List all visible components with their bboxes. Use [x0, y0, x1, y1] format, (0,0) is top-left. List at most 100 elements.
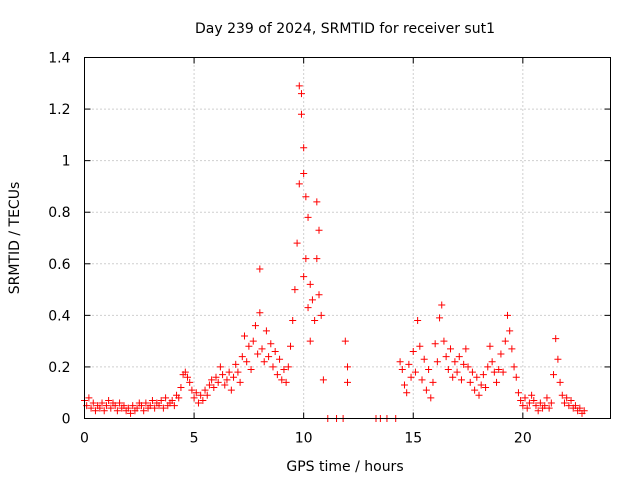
data-point	[295, 180, 303, 188]
data-point	[490, 368, 498, 376]
data-point	[471, 386, 479, 394]
y-tick-label: 0	[62, 412, 71, 428]
data-point	[227, 386, 235, 394]
data-point	[425, 366, 433, 374]
data-point	[155, 402, 163, 410]
y-tick-label: 0.4	[48, 308, 70, 324]
data-point	[519, 402, 527, 410]
data-point	[453, 368, 461, 376]
data-point	[317, 311, 325, 319]
data-point	[506, 327, 514, 335]
data-point	[510, 363, 518, 371]
data-point	[100, 407, 108, 415]
data-point	[436, 314, 444, 322]
x-tick-label: 20	[514, 431, 532, 447]
data-point	[501, 337, 509, 345]
data-point	[142, 399, 150, 407]
y-tick-label: 0.2	[48, 360, 70, 376]
data-point	[442, 353, 450, 361]
data-point	[409, 347, 417, 355]
data-point	[271, 347, 279, 355]
data-point	[87, 404, 95, 412]
data-point	[449, 373, 457, 381]
data-point	[302, 193, 310, 201]
data-point	[411, 368, 419, 376]
data-point	[249, 337, 257, 345]
data-point	[170, 402, 178, 410]
data-point	[129, 402, 137, 410]
y-axis-label: SRMTID / TECUs	[7, 182, 23, 295]
x-tick-label: 5	[190, 431, 199, 447]
data-point	[512, 373, 520, 381]
data-point	[276, 355, 284, 363]
data-point	[440, 337, 448, 345]
data-point	[427, 394, 435, 402]
data-point	[475, 391, 483, 399]
data-point	[414, 317, 422, 325]
data-point	[236, 378, 244, 386]
data-point	[543, 394, 551, 402]
data-point	[554, 355, 562, 363]
data-point	[238, 353, 246, 361]
data-point	[197, 391, 205, 399]
data-point	[184, 373, 192, 381]
x-tick-label: 0	[80, 431, 89, 447]
tick-labels: 0 5 10 15 20 0 0.2 0.4 0.6 0.8 1 1.2 1.4	[48, 51, 532, 447]
x-tick-label: 10	[295, 431, 313, 447]
data-point	[460, 360, 468, 368]
data-point	[398, 366, 406, 374]
data-point	[232, 360, 240, 368]
data-point	[203, 391, 211, 399]
data-point	[216, 363, 224, 371]
data-point	[278, 376, 286, 384]
data-point	[151, 404, 159, 412]
data-point	[159, 404, 167, 412]
data-point	[488, 358, 496, 366]
data-point	[262, 327, 270, 335]
data-point	[556, 378, 564, 386]
data-point	[201, 386, 209, 394]
data-point	[530, 396, 538, 404]
data-point	[563, 394, 571, 402]
data-point	[545, 404, 553, 412]
grid-lines	[84, 57, 611, 419]
data-point	[289, 317, 297, 325]
data-point	[302, 255, 310, 263]
data-point	[468, 368, 476, 376]
data-point	[111, 402, 119, 410]
data-point	[186, 378, 194, 386]
data-point	[284, 363, 292, 371]
data-point	[405, 360, 413, 368]
data-point	[300, 170, 308, 178]
data-point	[116, 399, 124, 407]
data-point	[304, 304, 312, 312]
data-point	[341, 337, 349, 345]
data-point	[311, 317, 319, 325]
data-point	[113, 407, 121, 415]
data-point	[528, 391, 536, 399]
data-point	[240, 332, 248, 340]
data-point	[444, 366, 452, 374]
data-point	[403, 389, 411, 397]
data-point	[313, 198, 321, 206]
data-point	[550, 371, 558, 379]
data-point	[140, 407, 148, 415]
data-point	[210, 384, 218, 392]
data-point	[304, 213, 312, 221]
data-point	[190, 394, 198, 402]
data-point	[571, 402, 579, 410]
data-point	[107, 404, 115, 412]
data-point	[168, 396, 176, 404]
data-point	[486, 342, 494, 350]
data-point	[464, 363, 472, 371]
data-point	[146, 402, 154, 410]
data-point	[552, 335, 560, 343]
data-point	[225, 368, 233, 376]
data-point	[477, 381, 485, 389]
data-point	[177, 384, 185, 392]
x-axis-label: GPS time / hours	[286, 459, 403, 475]
data-point	[89, 399, 97, 407]
data-point	[503, 311, 511, 319]
data-point	[212, 373, 220, 381]
data-point	[256, 309, 264, 317]
